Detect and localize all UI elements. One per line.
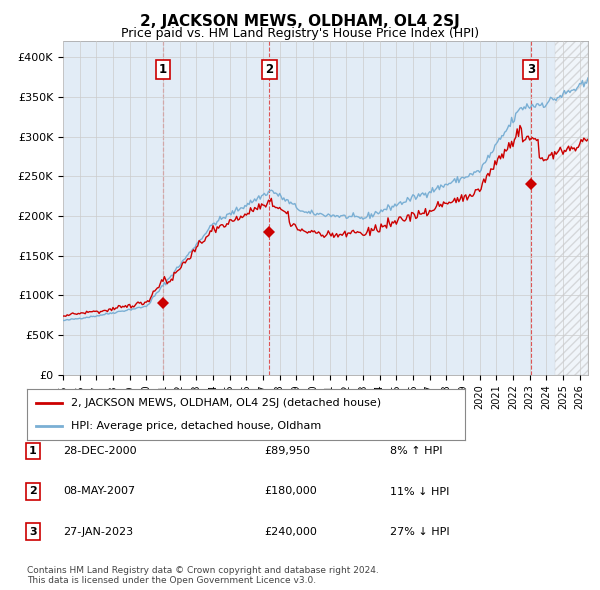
- Bar: [163, 41, 269, 375]
- Text: 11% ↓ HPI: 11% ↓ HPI: [390, 487, 449, 496]
- Bar: [269, 41, 531, 375]
- Bar: [63, 41, 163, 375]
- Text: Price paid vs. HM Land Registry's House Price Index (HPI): Price paid vs. HM Land Registry's House …: [121, 27, 479, 40]
- Text: 2: 2: [29, 487, 37, 496]
- Text: 3: 3: [527, 63, 535, 76]
- Text: 28-DEC-2000: 28-DEC-2000: [63, 447, 137, 456]
- Text: 3: 3: [29, 527, 37, 536]
- Text: 27-JAN-2023: 27-JAN-2023: [63, 527, 133, 536]
- Text: 2, JACKSON MEWS, OLDHAM, OL4 2SJ (detached house): 2, JACKSON MEWS, OLDHAM, OL4 2SJ (detach…: [71, 398, 381, 408]
- Text: 2, JACKSON MEWS, OLDHAM, OL4 2SJ: 2, JACKSON MEWS, OLDHAM, OL4 2SJ: [140, 14, 460, 29]
- Text: Contains HM Land Registry data © Crown copyright and database right 2024.
This d: Contains HM Land Registry data © Crown c…: [27, 566, 379, 585]
- Text: 1: 1: [29, 447, 37, 456]
- Text: HPI: Average price, detached house, Oldham: HPI: Average price, detached house, Oldh…: [71, 421, 321, 431]
- Text: 08-MAY-2007: 08-MAY-2007: [63, 487, 135, 496]
- Text: £240,000: £240,000: [264, 527, 317, 536]
- Bar: [531, 41, 588, 375]
- Text: 1: 1: [159, 63, 167, 76]
- Text: £89,950: £89,950: [264, 447, 310, 456]
- Text: £180,000: £180,000: [264, 487, 317, 496]
- Text: 2: 2: [265, 63, 274, 76]
- Bar: [554, 41, 588, 375]
- Text: 27% ↓ HPI: 27% ↓ HPI: [390, 527, 449, 536]
- Text: 8% ↑ HPI: 8% ↑ HPI: [390, 447, 443, 456]
